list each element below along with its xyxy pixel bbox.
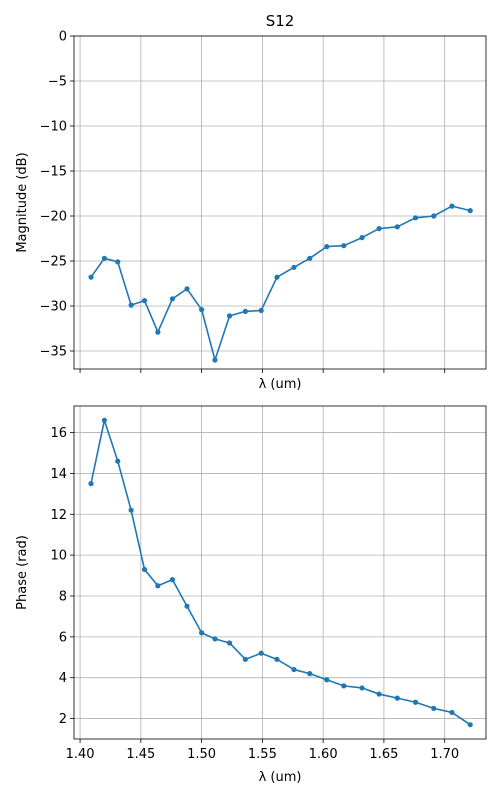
phase-x-tick-label: 1.40: [66, 747, 95, 762]
magnitude-y-tick-label: 0: [59, 30, 67, 45]
phase-axes-frame: [73, 405, 487, 740]
phase-y-tick-label: 16: [50, 426, 67, 441]
magnitude-y-tick-label: −5: [48, 75, 67, 90]
phase-data-point: [376, 691, 382, 697]
phase-data-point: [141, 566, 148, 573]
phase-subplot: 1.40 1.45 1.50 1.55 1.60 1.65 1.70 2 4 6 8 10 12 14 16…: [15, 405, 487, 785]
phase-y-tick-label: 8: [59, 589, 67, 604]
magnitude-data-point: [155, 329, 161, 335]
magnitude-axes-frame: [73, 35, 487, 370]
phase-data-point: [242, 656, 248, 662]
phase-y-tick-label: 2: [59, 712, 67, 727]
magnitude-data-point: [115, 259, 121, 265]
magnitude-y-tick-label: −30: [40, 300, 67, 315]
chart-title: S12: [266, 12, 295, 30]
magnitude-data-point: [141, 298, 148, 304]
phase-x-tick-label: 1.70: [430, 747, 459, 762]
phase-x-tick-label: 1.60: [309, 747, 338, 762]
phase-data-point: [169, 577, 176, 583]
phase-data-point: [291, 666, 297, 673]
phase-data-point: [115, 458, 121, 464]
magnitude-data-point: [128, 302, 134, 308]
phase-data-point: [199, 630, 205, 636]
phase-y-tick-label: 6: [59, 630, 67, 645]
phase-y-tick-label: 4: [59, 671, 67, 686]
phase-x-tick-label: 1.65: [369, 747, 398, 762]
magnitude-data-point: [467, 208, 473, 214]
magnitude-data-point: [274, 274, 280, 280]
phase-x-tick-label: 1.55: [248, 747, 277, 762]
phase-y-tick-label: 14: [50, 467, 67, 482]
magnitude-data-point: [169, 296, 176, 302]
magnitude-y-tick-label: −25: [40, 255, 67, 270]
phase-data-point: [184, 603, 190, 609]
magnitude-data-point: [258, 307, 264, 314]
phase-data-point: [212, 636, 218, 642]
magnitude-x-axis-label: λ (um): [259, 377, 302, 392]
magnitude-data-point: [212, 357, 218, 363]
magnitude-data-point: [199, 307, 205, 313]
phase-data-point: [88, 481, 94, 487]
magnitude-subplot: 0 −5 −10 −15 −20 −25 −30 −35 λ (um) Magnitude (dB…: [15, 30, 487, 392]
magnitude-data-point: [394, 224, 400, 230]
magnitude-data-point: [242, 308, 248, 314]
phase-x-tick-label: 1.45: [126, 747, 155, 762]
magnitude-y-tick-label: −35: [40, 345, 67, 360]
magnitude-y-tick-label: −10: [40, 120, 67, 135]
magnitude-data-point: [431, 213, 437, 219]
magnitude-data-point: [184, 286, 190, 292]
phase-data-point: [431, 705, 437, 711]
phase-x-tick-label: 1.50: [187, 747, 216, 762]
magnitude-data-point: [226, 313, 233, 319]
phase-data-point: [467, 722, 473, 728]
phase-data-point: [155, 583, 161, 589]
phase-data-point: [394, 695, 400, 701]
phase-data-point: [359, 685, 365, 691]
magnitude-data-point: [307, 255, 313, 261]
magnitude-y-tick-label: −20: [40, 210, 67, 225]
magnitude-data-point: [412, 215, 419, 221]
magnitude-data-point: [376, 226, 382, 232]
magnitude-data-point: [88, 274, 94, 280]
phase-y-tick-label: 10: [50, 549, 67, 564]
phase-data-point: [449, 709, 455, 716]
magnitude-y-axis-label: Magnitude (dB): [15, 152, 30, 252]
phase-data-point: [226, 640, 233, 646]
phase-data-point: [274, 656, 280, 662]
phase-data-point: [324, 677, 330, 683]
magnitude-y-tick-label: −15: [40, 165, 67, 180]
magnitude-data-point: [341, 243, 347, 249]
phase-data-point: [101, 417, 107, 423]
magnitude-data-point: [291, 264, 297, 270]
magnitude-data-point: [359, 235, 365, 241]
magnitude-data-point: [101, 255, 107, 261]
phase-data-point: [128, 507, 134, 513]
phase-x-axis-label: λ (um): [259, 770, 302, 785]
phase-y-axis-label: Phase (rad): [15, 535, 30, 610]
magnitude-data-point: [324, 244, 330, 250]
phase-data-point: [307, 671, 313, 677]
magnitude-data-point: [449, 203, 455, 209]
phase-y-tick-label: 12: [50, 508, 67, 523]
phase-data-point: [341, 683, 347, 689]
phase-data-point: [258, 650, 264, 656]
phase-data-point: [412, 699, 419, 705]
